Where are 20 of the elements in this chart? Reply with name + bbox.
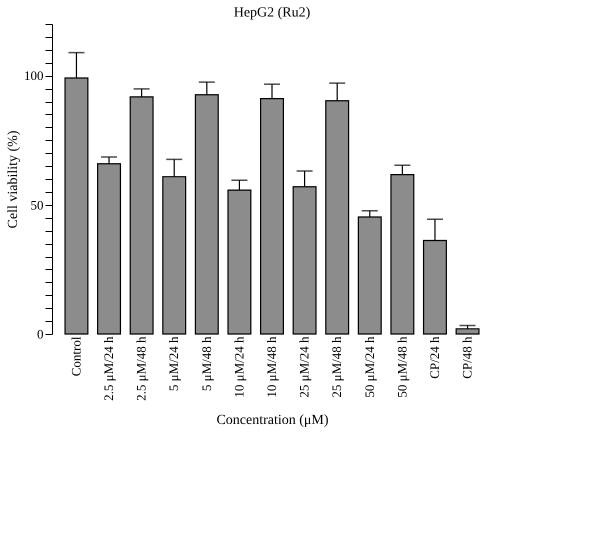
chart-title: HepG2 (Ru2) (234, 6, 311, 20)
x-tick-label: 50 μM/24 h (362, 336, 377, 398)
y-axis-title: Cell viability (%) (6, 130, 21, 228)
x-tick-label: 5 μM/24 h (166, 336, 182, 392)
x-tick-label: 2.5 μM/24 h (101, 336, 116, 401)
x-axis-title: Concentration (μM) (216, 412, 329, 428)
x-tick-label: 2.5 μM/48 h (134, 336, 149, 401)
x-tick-label: 50 μM/48 h (394, 336, 410, 398)
x-tick-label: Control (68, 336, 84, 376)
x-tick-label: 25 μM/48 h (329, 336, 344, 398)
x-tick-label: 25 μM/24 h (296, 336, 312, 398)
y-tick-label: 100 (24, 68, 44, 84)
x-tick-label: 10 μM/48 h (264, 336, 279, 398)
x-tick-label: CP/48 h (460, 336, 475, 379)
y-tick-label: 0 (37, 326, 44, 342)
x-tick-label: 10 μM/24 h (231, 336, 246, 398)
bar (456, 328, 480, 335)
x-tick-label: CP/24 h (426, 336, 442, 379)
x-tick-label: 5 μM/48 h (198, 336, 214, 392)
y-tick-label: 50 (30, 197, 44, 212)
